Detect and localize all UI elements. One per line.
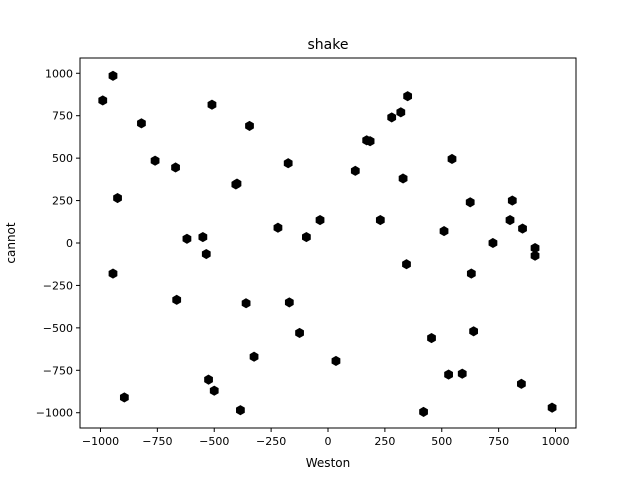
y-tick-label: 250 <box>52 195 73 208</box>
data-point <box>507 195 517 206</box>
data-point <box>518 223 527 234</box>
data-point <box>236 405 245 416</box>
data-point <box>119 392 129 403</box>
data-point <box>273 222 283 233</box>
data-point <box>465 197 475 208</box>
data-point <box>375 215 385 226</box>
data-point <box>249 351 259 362</box>
x-tick-label: −500 <box>199 435 229 448</box>
data-point <box>182 233 192 244</box>
data-point <box>488 237 498 249</box>
data-point <box>517 378 526 389</box>
y-tick-label: −250 <box>43 279 73 292</box>
data-point <box>466 268 476 279</box>
data-point <box>207 99 217 110</box>
data-point <box>331 355 341 367</box>
data-point <box>396 107 406 118</box>
data-point <box>245 120 254 131</box>
data-point <box>387 112 397 123</box>
y-axis-ticks: −1000 −750 −500 −250 0 250 500 750 1000 <box>36 67 80 420</box>
data-point <box>530 250 540 261</box>
data-point <box>209 385 219 396</box>
y-tick-label: 750 <box>52 110 73 123</box>
x-axis-ticks: −1000 −750 −500 −250 0 250 500 750 1000 <box>82 428 570 448</box>
x-tick-label: 250 <box>374 435 395 448</box>
data-point <box>439 226 449 237</box>
data-point <box>457 368 467 379</box>
y-tick-label: −750 <box>43 364 73 377</box>
data-point <box>469 326 479 337</box>
y-tick-label: 500 <box>52 152 73 165</box>
chart-title: shake <box>308 37 349 53</box>
x-tick-label: 750 <box>488 435 509 448</box>
data-point <box>365 136 375 147</box>
data-point <box>137 118 146 129</box>
y-axis-label: cannot <box>4 222 18 264</box>
data-point <box>427 332 436 344</box>
data-point <box>241 298 251 309</box>
data-point <box>108 70 118 81</box>
points-layer <box>98 70 557 417</box>
data-point <box>295 327 304 339</box>
x-axis-label: Weston <box>306 456 350 470</box>
data-point <box>198 231 208 243</box>
data-point <box>505 215 515 226</box>
data-point <box>108 268 118 279</box>
y-tick-label: −500 <box>43 322 73 335</box>
data-point <box>301 231 311 243</box>
data-point <box>547 402 557 413</box>
data-point <box>350 165 360 176</box>
data-point <box>98 95 108 106</box>
data-point <box>398 173 408 184</box>
data-point <box>315 215 325 226</box>
x-tick-label: −250 <box>256 435 286 448</box>
data-point <box>444 369 453 380</box>
data-point <box>232 178 242 189</box>
x-tick-label: 500 <box>431 435 452 448</box>
y-tick-label: 0 <box>66 237 73 250</box>
data-point <box>402 259 411 270</box>
data-point <box>201 248 211 260</box>
data-point <box>283 158 293 169</box>
data-point <box>150 155 160 166</box>
x-tick-label: 0 <box>325 435 332 448</box>
x-tick-label: 1000 <box>542 435 570 448</box>
x-tick-label: −1000 <box>82 435 119 448</box>
y-tick-label: −1000 <box>36 407 73 420</box>
data-point <box>419 406 428 417</box>
x-tick-label: −750 <box>142 435 172 448</box>
data-point <box>447 153 457 165</box>
data-point <box>113 192 122 204</box>
data-point <box>172 294 182 305</box>
data-point <box>403 91 413 102</box>
data-point <box>284 297 294 308</box>
data-point <box>204 374 213 385</box>
y-tick-label: 1000 <box>45 67 73 80</box>
data-point <box>171 162 180 173</box>
